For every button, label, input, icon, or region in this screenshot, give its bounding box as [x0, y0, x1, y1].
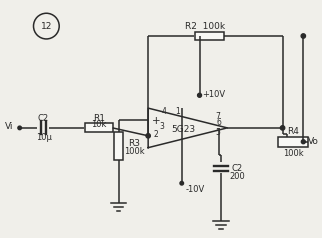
- Circle shape: [280, 126, 285, 130]
- Circle shape: [180, 181, 184, 185]
- Text: 12: 12: [41, 22, 52, 31]
- Circle shape: [18, 126, 22, 130]
- Text: R2  100k: R2 100k: [185, 22, 225, 31]
- Text: 1: 1: [175, 107, 180, 116]
- Text: 6: 6: [217, 119, 222, 128]
- Text: 5: 5: [215, 128, 220, 137]
- Text: C2: C2: [232, 164, 243, 173]
- Bar: [278, 137, 308, 147]
- Text: 3: 3: [159, 122, 165, 131]
- Text: R4: R4: [287, 127, 299, 136]
- Circle shape: [301, 34, 306, 38]
- Text: 2: 2: [154, 130, 158, 139]
- Text: Vo: Vo: [308, 137, 319, 146]
- Text: 100k: 100k: [283, 149, 303, 158]
- Text: +10V: +10V: [202, 90, 225, 99]
- Text: Vi: Vi: [5, 122, 14, 131]
- Text: C2: C2: [38, 114, 49, 123]
- Circle shape: [198, 93, 202, 97]
- Bar: [194, 31, 224, 40]
- Text: R3: R3: [128, 139, 140, 148]
- Text: 200: 200: [229, 172, 245, 181]
- Circle shape: [146, 134, 150, 138]
- Text: 100k: 100k: [124, 147, 145, 156]
- Text: -10V: -10V: [186, 185, 205, 194]
- Text: 10μ: 10μ: [36, 133, 52, 142]
- Circle shape: [301, 140, 305, 144]
- Text: 5G23: 5G23: [172, 125, 196, 134]
- Bar: [85, 124, 113, 132]
- Text: R1: R1: [93, 114, 105, 123]
- Text: +: +: [152, 116, 160, 126]
- Text: 4: 4: [162, 107, 166, 116]
- Bar: [114, 132, 123, 159]
- Text: 7: 7: [215, 112, 220, 120]
- Text: 10k: 10k: [91, 120, 107, 129]
